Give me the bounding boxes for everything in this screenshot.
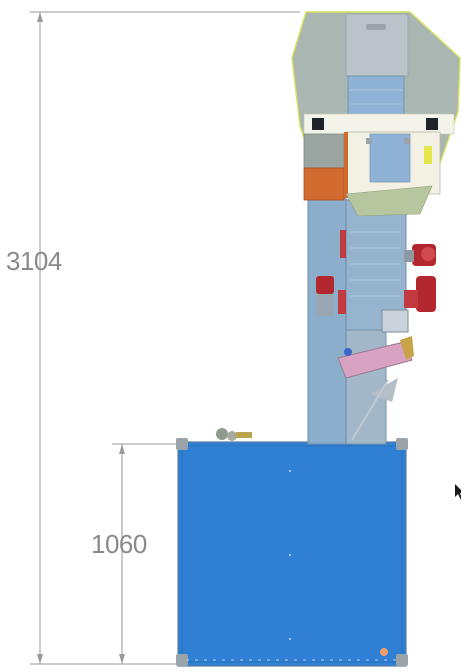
valve-fitting <box>216 428 252 441</box>
discharge-chute <box>337 336 414 441</box>
mouse-pointer-icon <box>455 484 461 500</box>
base-tank <box>176 438 408 667</box>
red-motor-upper <box>404 244 436 266</box>
top-hood <box>291 11 461 217</box>
base-height-label: 1060 <box>91 529 147 559</box>
red-motor-right <box>404 276 436 312</box>
dimension-base <box>112 443 182 664</box>
overall-height-label: 3104 <box>6 246 62 276</box>
elevator-column <box>307 195 409 445</box>
red-motor-left <box>316 230 346 316</box>
dimension-overall <box>30 11 300 665</box>
